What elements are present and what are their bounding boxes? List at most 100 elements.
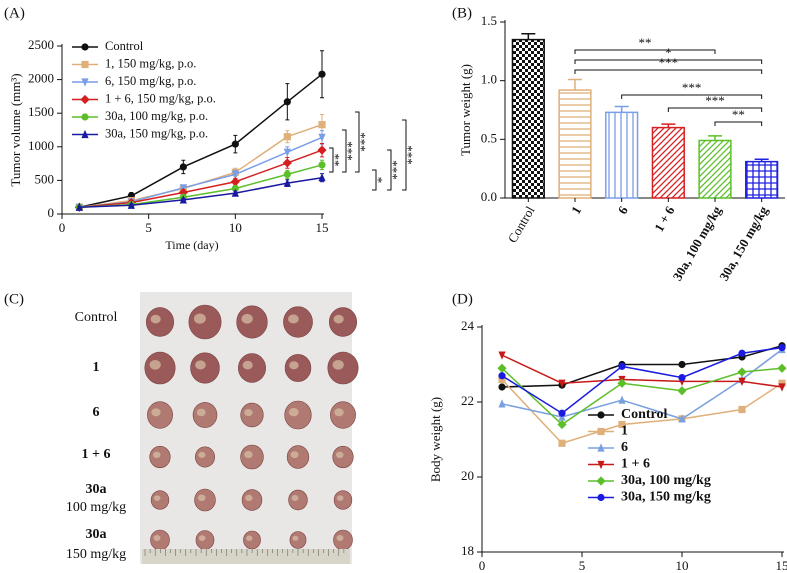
legend-label: Control [621,407,668,422]
x-tick-label: 6 [615,203,631,217]
marker [678,360,686,369]
tumor-highlight [151,408,161,417]
marker [282,158,292,168]
tumor [236,305,268,339]
marker [778,344,786,352]
bracket [355,111,360,173]
x-tick-label: 10 [229,220,242,235]
y-tick-label: 18 [461,543,474,558]
x-tick-label: 10 [676,558,689,573]
y-tick-label: 22 [461,393,474,408]
error-bar [521,32,536,40]
bracket [714,121,763,126]
annotation: *** [357,132,372,152]
row-label: 1 [93,360,100,375]
x-tick-label: 15 [316,220,329,235]
annotation: * [374,177,389,184]
marker [318,173,326,182]
marker [618,362,626,370]
marker [618,395,626,404]
y-tick-label: 500 [35,171,55,186]
bar [511,38,545,199]
legend-label: 30a, 100 mg/kg [621,473,711,488]
marker [778,379,786,387]
bar [558,89,592,199]
legend-label: 1 + 6, 150 mg/kg, p.o. [105,91,216,105]
tumor-highlight [246,535,253,541]
series-line [501,346,783,415]
marker [597,411,605,419]
marker [283,148,291,157]
x-tick-label: 0 [59,220,66,235]
y-tick-label: 0.5 [481,130,497,145]
x-tick-label: 5 [145,220,152,235]
y-tick-label: 1.0 [481,72,497,87]
marker [283,98,291,106]
marker [179,195,187,204]
tumor [283,306,313,338]
tumor [194,488,216,512]
x-tick-label: 30a, 100 mg/kg [669,203,724,283]
error-bar [568,78,582,91]
tumor [288,489,308,511]
annotation: ** [331,154,346,167]
tumor [150,490,170,510]
tumor-highlight [153,495,161,501]
x-tick-label: 15 [776,558,787,573]
annotation: *** [682,80,702,95]
bracket [574,59,763,64]
tumor-highlight [197,494,206,502]
tumor [150,529,170,551]
tumor [188,304,222,340]
bracket [342,129,347,173]
tumor [289,531,307,549]
marker [497,363,507,373]
marker [558,439,566,447]
series-line [501,345,783,388]
tumor [286,445,310,469]
row-label: 30a [86,527,107,542]
tumor [328,307,358,337]
tumor-highlight [336,495,344,501]
marker [231,188,239,197]
marker [179,163,187,171]
marker [597,427,605,436]
x-tick-label: 0 [479,558,486,573]
y-tick-label: 1500 [28,104,54,119]
tumor [145,307,175,337]
y-axis-label: Tumor volume (mm³) [8,73,23,186]
tumor-highlight [152,451,161,459]
marker [318,121,326,129]
marker [738,349,746,357]
annotation: *** [404,145,419,165]
tumor [284,400,312,430]
row-label: 1 + 6 [82,447,111,462]
legend-label: 1 + 6 [621,457,650,472]
bracket [574,69,763,74]
legend-label: 6, 150 mg/kg, p.o. [105,74,196,88]
marker [557,419,567,430]
row-label: 30a [86,482,107,497]
tumor-highlight [336,535,344,541]
x-tick-label: Control [505,203,538,245]
marker [230,177,240,187]
error-bar [614,105,629,113]
tumor [195,446,215,468]
x-tick-label: 1 + 6 [651,203,678,234]
tumor-highlight [242,360,253,370]
marker [597,460,605,470]
marker [283,133,291,141]
marker [498,399,506,408]
annotation: ** [639,35,652,50]
tumor [327,351,359,385]
marker [81,60,89,69]
tumor [192,402,218,428]
marker [677,386,687,396]
tumor-highlight [198,535,206,541]
x-tick-label: 30a, 150 mg/kg [716,203,771,283]
marker [678,414,686,423]
marker [597,493,605,502]
photo-background [140,292,352,564]
y-axis-label: Body weight (g) [428,397,443,482]
marker [596,476,606,486]
